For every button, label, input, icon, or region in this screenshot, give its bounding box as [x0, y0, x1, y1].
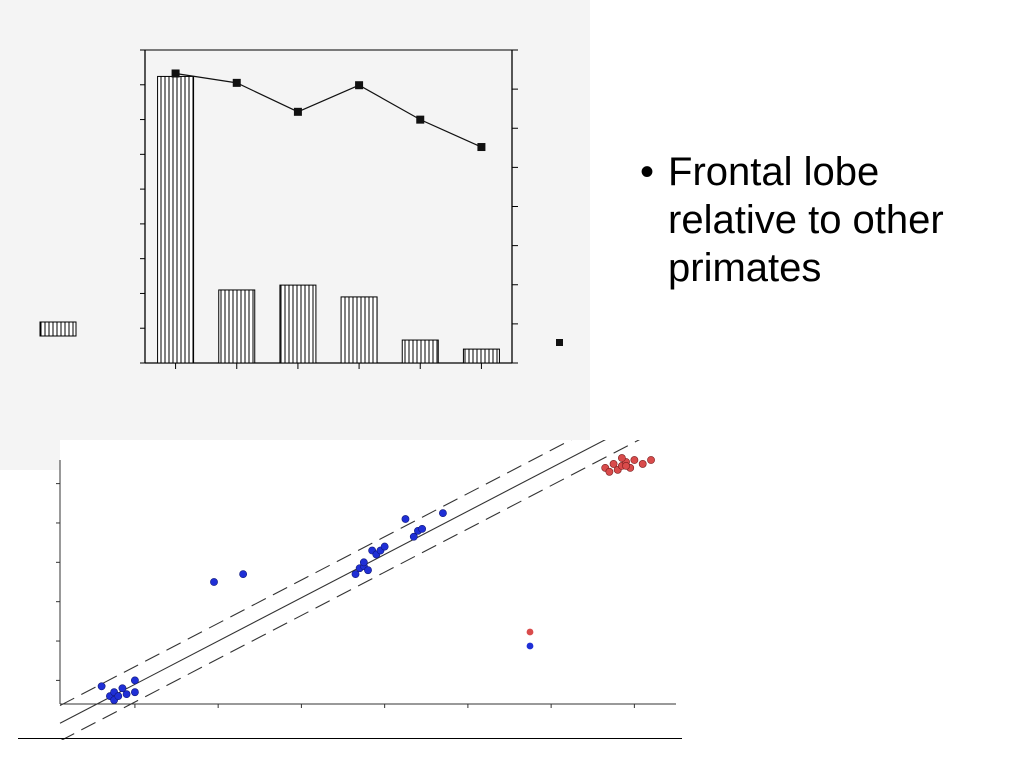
human-point	[605, 467, 614, 476]
scatter-plot-svg	[56, 440, 676, 740]
legend-marker-human	[526, 628, 534, 636]
nonhuman-primate-point	[364, 566, 372, 575]
human-point	[609, 460, 618, 468]
nonhuman-primate-point	[418, 524, 427, 533]
human-point	[647, 456, 655, 464]
nonhuman-primate-point	[439, 509, 447, 518]
nonhuman-primate-point	[131, 676, 139, 685]
regression-line	[59, 440, 606, 724]
bar-macaque	[462, 348, 500, 364]
percent-marker-orang-utan	[355, 81, 364, 90]
nonhuman-primate-point	[401, 515, 410, 523]
bar-human	[157, 75, 195, 364]
bullet-dot-icon: •	[640, 150, 655, 194]
bar-legend-swatch	[39, 321, 77, 337]
percent-marker-gibbon	[416, 115, 425, 124]
nonhuman-primate-point	[351, 570, 360, 579]
nonhuman-primate-point	[210, 578, 218, 586]
bar-orang-utan	[340, 296, 378, 364]
nonhuman-primate-point	[380, 542, 389, 551]
bar-chimpanzee	[218, 289, 256, 364]
percent-marker-gorilla	[293, 107, 302, 116]
bullet-item: • Frontal lobe relative to other primate…	[640, 148, 1010, 292]
human-point	[630, 456, 639, 464]
frontal-lobe-volume-chart	[0, 0, 590, 470]
confidence-band-line	[59, 440, 572, 707]
percent-marker-chimpanzee	[232, 78, 241, 87]
line-legend-marker	[556, 339, 563, 346]
bar-line-chart-svg	[39, 49, 563, 369]
nonhuman-primate-point	[409, 532, 418, 541]
bullet-text: Frontal lobe relative to other primates	[668, 150, 944, 290]
bottom-divider	[18, 738, 682, 739]
percent-marker-macaque	[477, 143, 486, 152]
confidence-band-line	[60, 440, 640, 740]
nonhuman-primate-point	[114, 692, 123, 701]
nonhuman-primate-point	[122, 690, 131, 699]
human-point	[617, 454, 626, 462]
percent-line	[175, 72, 482, 148]
nonhuman-primate-point	[239, 570, 248, 579]
nonhuman-primate-point	[118, 684, 127, 693]
nonhuman-primate-point	[97, 682, 106, 691]
nonhuman-primate-point	[131, 688, 139, 697]
human-point	[638, 460, 647, 468]
percent-marker-human	[171, 69, 180, 78]
human-point	[622, 462, 630, 470]
nonhuman-primate-point	[359, 558, 368, 567]
bullet-list: • Frontal lobe relative to other primate…	[640, 148, 1010, 292]
bar-gorilla	[279, 284, 317, 364]
bar-gibbon	[401, 339, 439, 364]
legend-marker-nonhuman-primate	[526, 642, 534, 650]
